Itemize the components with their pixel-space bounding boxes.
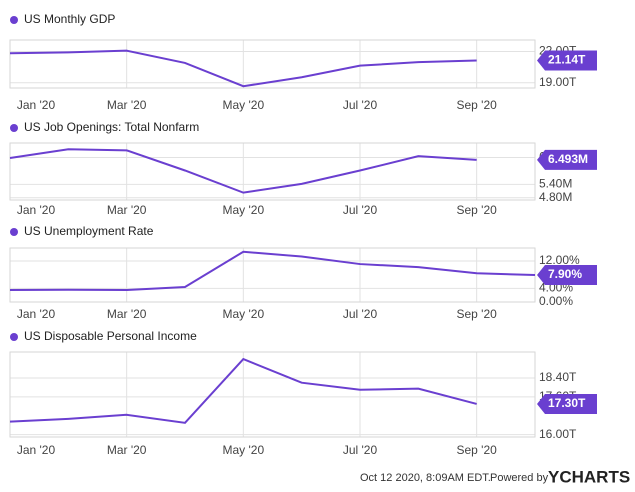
x-tick-label: May '20 — [223, 98, 265, 112]
legend-dot — [10, 124, 18, 132]
y-tick-label: 19.00T — [539, 75, 577, 89]
panel-title: US Unemployment Rate — [24, 224, 154, 238]
plot-frame — [9, 351, 536, 438]
panel-title: US Monthly GDP — [24, 12, 115, 26]
value-badge-label: 7.90% — [548, 267, 582, 281]
x-tick-label: May '20 — [223, 443, 265, 457]
x-tick-label: Sep '20 — [457, 307, 498, 321]
x-tick-label: Jan '20 — [17, 203, 56, 217]
value-badge-label: 6.493M — [548, 152, 588, 166]
x-tick-label: May '20 — [223, 307, 265, 321]
panel-title: US Job Openings: Total Nonfarm — [24, 120, 199, 134]
x-tick-label: Jan '20 — [17, 98, 56, 112]
x-tick-label: Mar '20 — [107, 203, 147, 217]
x-tick-label: Sep '20 — [457, 443, 498, 457]
y-tick-label: 5.40M — [539, 177, 572, 191]
legend-dot — [10, 228, 18, 236]
y-tick-label: 16.00T — [539, 427, 577, 441]
value-badge-label: 17.30T — [548, 396, 586, 410]
value-badge — [537, 265, 597, 285]
x-tick-label: Mar '20 — [107, 98, 147, 112]
plot-frame — [9, 39, 536, 89]
legend-dot — [10, 16, 18, 24]
value-badge-label: 21.14T — [548, 53, 586, 67]
value-badge — [537, 149, 597, 170]
panel-title: US Disposable Personal Income — [24, 329, 197, 343]
x-tick-label: Jul '20 — [343, 307, 378, 321]
series-line — [9, 250, 536, 292]
y-tick-label: 0.00% — [539, 294, 573, 308]
series-line — [9, 49, 477, 88]
series-line — [9, 357, 477, 424]
x-tick-label: Jul '20 — [343, 443, 378, 457]
brand: YCHARTS — [548, 467, 630, 486]
y-tick-label: 12.00% — [539, 253, 580, 267]
value-badge — [537, 50, 597, 71]
series-line — [9, 148, 477, 194]
x-tick-label: Mar '20 — [107, 307, 147, 321]
value-badge — [537, 393, 597, 414]
x-tick-label: Jul '20 — [343, 203, 378, 217]
x-tick-label: Jan '20 — [17, 443, 56, 457]
y-tick-label: 4.80M — [539, 190, 572, 204]
legend-dot — [10, 333, 18, 341]
x-tick-label: Mar '20 — [107, 443, 147, 457]
x-tick-label: Sep '20 — [457, 98, 498, 112]
plot-frame — [9, 142, 536, 201]
x-tick-label: Jul '20 — [343, 98, 378, 112]
x-tick-label: Sep '20 — [457, 203, 498, 217]
powered-by: Powered by — [490, 472, 549, 484]
x-tick-label: May '20 — [223, 203, 265, 217]
y-tick-label: 18.40T — [539, 370, 577, 384]
x-tick-label: Jan '20 — [17, 307, 56, 321]
plot-frame — [9, 247, 536, 303]
timestamp: Oct 12 2020, 8:09AM EDT. — [360, 472, 491, 484]
